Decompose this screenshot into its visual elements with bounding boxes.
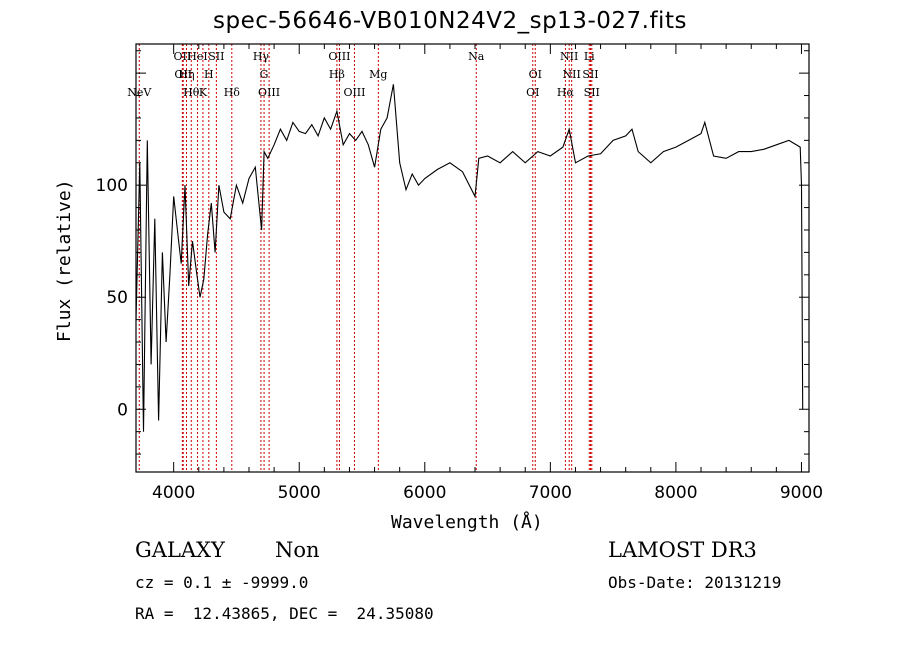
axis-tick-labels: 4000 5000 6000 7000 8000 9000 0 50 100 [96,176,824,503]
line-label-OIII: OIII [343,86,365,99]
x-tick-label: 8000 [654,483,697,503]
class-label: GALAXY [135,538,225,562]
line-label-OIII: OIII [328,50,350,63]
x-tick-label: 4000 [152,483,195,503]
obs-date-text: Obs-Date: 20131219 [608,573,782,592]
y-tick-label: 50 [106,288,128,308]
plot-frame [135,43,810,473]
line-label-Hβ: Hβ [329,68,345,81]
line-label-SII: SII [208,50,224,63]
line-label-Hα: Hα [557,86,575,99]
line-label-HeI: HeI [187,50,207,63]
line-label-OII: OII [174,68,192,81]
chart-title: spec-56646-VB010N24V2_sp13-027.fits [213,8,687,34]
x-tick-label: 6000 [403,483,446,503]
radec-text: RA = 12.43865, DEC = 24.35080 [135,604,434,623]
line-label-Mg: Mg [369,68,387,81]
line-label-Na: Na [468,50,485,63]
axis-ticks [136,44,809,472]
emission-line-markers [138,44,593,472]
line-label-Li: Li [584,50,595,63]
line-label-Hγ: Hγ [253,50,270,63]
line-label-Hη: Hη [178,68,194,81]
line-label-Hδ: Hδ [224,86,241,99]
line-label-OI: OI [529,68,542,81]
emission-line-labels: NeVOIIOIIHηHθHeIKHSIIHδHγGOIIIOIIIHβOIII… [127,50,600,99]
x-tick-label: 7000 [529,483,572,503]
line-label-NeV: NeV [127,86,152,99]
spectrum-line [135,84,804,432]
line-label-OIII: OIII [258,86,280,99]
line-label-SII: SII [582,68,598,81]
x-axis-label: Wavelength (Å) [391,512,543,533]
redshift-text: cz = 0.1 ± -9999.0 [135,573,309,592]
line-label-NII: NII [563,68,581,81]
line-label-Hθ: Hθ [183,86,200,99]
line-label-NII: NII [560,50,578,63]
line-label-OII: OII [173,50,191,63]
line-label-K: K [199,86,208,99]
y-axis-label: Flux (relative) [54,179,75,342]
line-label-OI: OI [526,86,539,99]
subclass-label: Non [275,538,320,562]
x-tick-label: 5000 [278,483,321,503]
x-tick-label: 9000 [780,483,823,503]
y-tick-label: 100 [96,176,128,196]
line-label-SII: SII [584,86,600,99]
survey-label: LAMOST DR3 [608,538,757,562]
y-tick-label: 0 [117,400,128,420]
line-label-G: G [260,68,269,81]
line-label-H: H [204,68,214,81]
